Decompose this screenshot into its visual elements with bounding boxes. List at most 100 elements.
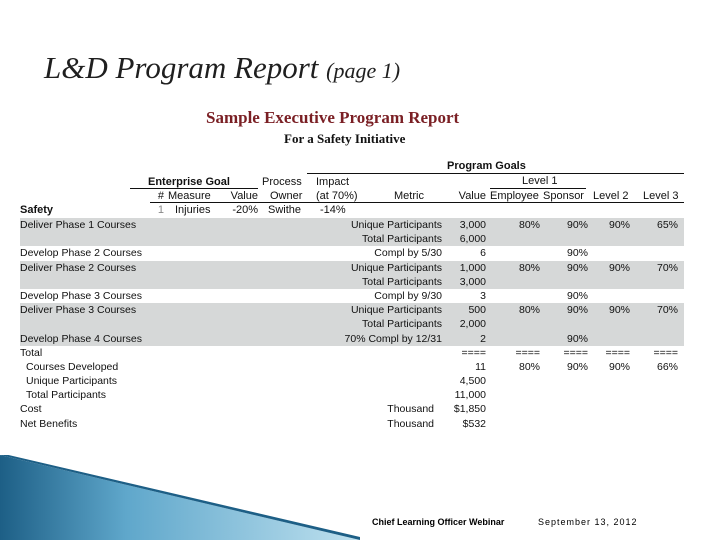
table-row: Develop Phase 3 Courses Compl by 9/30 3 90%	[20, 289, 684, 303]
header-enterprise-goal: Enterprise Goal	[148, 176, 230, 188]
cell-metric: 70% Compl by 12/31	[344, 332, 442, 345]
cell-label: Cost	[20, 403, 42, 416]
cell-value: 2,000	[459, 318, 486, 331]
cell-value: $532	[462, 417, 486, 430]
decorative-wedge	[0, 455, 360, 540]
safety-num: 1	[157, 204, 164, 216]
cell-value: 500	[468, 304, 486, 317]
safety-owner: Swithe	[268, 204, 302, 216]
table-row: Develop Phase 2 Courses Compl by 5/30 6 90%	[20, 246, 684, 260]
level1-rule	[490, 188, 586, 189]
header-measure: Measure	[168, 190, 211, 202]
safety-impact: -14%	[320, 204, 346, 216]
cell-employee: 80%	[518, 261, 540, 274]
header-level3: Level 3	[643, 190, 679, 202]
cell-value: 6,000	[459, 233, 486, 246]
cell-label: Develop Phase 4 Courses	[20, 332, 142, 345]
cell-sponsor: 90%	[566, 289, 588, 302]
cell-value: 4,500	[459, 375, 486, 388]
header-goal-value: Value	[458, 190, 486, 202]
report-title: Sample Executive Program Report	[206, 108, 460, 127]
safety-label: Safety	[20, 204, 54, 216]
cell-metric: Unique Participants	[350, 304, 442, 317]
cell-sponsor: 90%	[566, 261, 588, 274]
cell-employee: ====	[515, 346, 540, 359]
cell-metric: Unique Participants	[350, 261, 442, 274]
cell-metric: Compl by 9/30	[374, 289, 442, 302]
cell-value: 3,000	[459, 275, 486, 288]
cell-sponsor: ====	[563, 346, 588, 359]
table-row: Develop Phase 4 Courses 70% Compl by 12/3…	[20, 331, 684, 346]
cell-level3: 70%	[656, 304, 678, 317]
cell-label: Develop Phase 3 Courses	[20, 289, 142, 302]
cell-label: Total	[20, 346, 43, 359]
header-value: Value	[230, 190, 258, 202]
cell-metric: Thousand	[387, 417, 434, 430]
report-subtitle: For a Safety Initiative	[284, 131, 406, 146]
cell-level3: 65%	[656, 219, 678, 231]
table-row: Total Participants 11,000	[20, 388, 684, 402]
cell-label: Develop Phase 2 Courses	[20, 247, 142, 260]
cell-metric: Unique Participants	[350, 219, 442, 231]
cell-metric: Total Participants	[362, 318, 442, 331]
header-employee: Employee	[490, 190, 539, 202]
header-sponsor: Sponsor	[543, 190, 584, 202]
cell-level3: 70%	[656, 261, 678, 274]
cell-label: Unique Participants	[26, 375, 118, 388]
table-row: Deliver Phase 3 Courses Unique Participan…	[20, 303, 684, 318]
cell-level3: ====	[653, 346, 678, 359]
cell-sponsor: 90%	[566, 360, 588, 373]
table-row: Deliver Phase 1 Courses Unique Participan…	[20, 218, 684, 233]
cell-level2: ====	[605, 346, 630, 359]
cell-value: 6	[480, 247, 486, 260]
table-row: Deliver Phase 2 Courses Unique Participan…	[20, 260, 684, 275]
safety-measure: Injuries	[175, 204, 211, 216]
slide-title-main: L&D Program Report	[44, 50, 319, 85]
table-row: Unique Participants 4,500	[20, 374, 684, 388]
footer-webinar: Chief Learning Officer Webinar	[372, 517, 505, 527]
table-row: Total ==== ==== ==== ==== ====	[20, 346, 684, 360]
enterprise-goal-rule	[130, 188, 258, 189]
cell-value: 2	[480, 332, 486, 345]
cell-level2: 90%	[608, 304, 630, 317]
cell-value: 11,000	[454, 389, 486, 402]
cell-label: Net Benefits	[20, 417, 78, 430]
cell-label: Deliver Phase 1 Courses	[20, 219, 137, 231]
footer-date: September 13, 2012	[538, 517, 638, 527]
cell-metric: Thousand	[387, 403, 434, 416]
table-row: Total Participants 3,000	[20, 274, 684, 289]
cell-label: Total Participants	[26, 389, 106, 402]
header-impact-pct: (at 70%)	[316, 190, 358, 202]
cell-label: Courses Developed	[26, 360, 119, 373]
cell-value: $1,850	[453, 403, 486, 416]
slide-title: L&D Program Report (page 1)	[44, 50, 400, 86]
cell-level3: 66%	[656, 360, 678, 373]
header-metric: Metric	[394, 190, 424, 202]
header-program-goals: Program Goals	[447, 160, 526, 172]
cell-sponsor: 90%	[566, 332, 588, 345]
header-level1: Level 1	[522, 175, 558, 187]
header-owner: Owner	[270, 190, 303, 202]
header-hash: #	[157, 190, 164, 202]
cell-employee: 80%	[518, 304, 540, 317]
cell-metric: Compl by 5/30	[374, 247, 442, 260]
cell-metric: Total Participants	[362, 275, 442, 288]
cell-value: 11	[475, 360, 486, 373]
table-row: Total Participants 2,000	[20, 317, 684, 332]
cell-metric: Total Participants	[362, 233, 442, 246]
cell-level2: 90%	[608, 261, 630, 274]
cell-sponsor: 90%	[566, 219, 588, 231]
program-table: Deliver Phase 1 Courses Unique Participan…	[20, 218, 684, 431]
table-row: Total Participants 6,000	[20, 232, 684, 247]
header-process: Process	[262, 176, 302, 188]
cell-employee: 80%	[518, 219, 540, 231]
header-impact: Impact	[316, 176, 350, 188]
table-row: Net Benefits Thousand $532	[20, 417, 684, 431]
program-goals-rule	[307, 173, 684, 174]
cell-employee: 80%	[518, 360, 540, 373]
cell-label: Deliver Phase 2 Courses	[20, 261, 137, 274]
cell-label: Deliver Phase 3 Courses	[20, 304, 137, 317]
cell-level2: 90%	[608, 360, 630, 373]
cell-sponsor: 90%	[566, 304, 588, 317]
cell-sponsor: 90%	[566, 247, 588, 260]
